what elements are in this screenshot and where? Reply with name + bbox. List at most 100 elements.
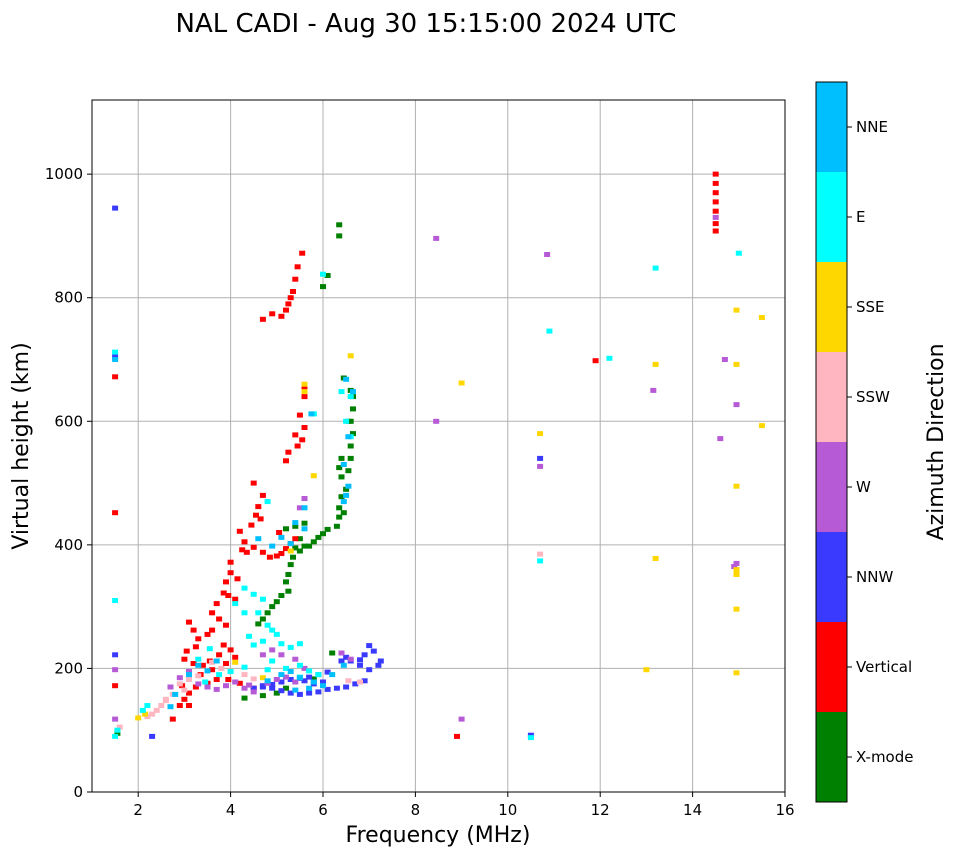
data-point xyxy=(345,434,352,440)
data-point xyxy=(366,643,373,649)
data-point xyxy=(347,394,354,400)
data-point xyxy=(287,295,294,301)
data-point xyxy=(336,222,343,228)
data-point xyxy=(454,733,460,739)
data-point xyxy=(433,418,440,424)
data-point xyxy=(209,627,216,633)
series-sse xyxy=(135,307,765,721)
x-tick-label: 4 xyxy=(226,801,236,819)
data-point xyxy=(278,551,285,556)
data-point xyxy=(345,468,352,474)
series-w xyxy=(112,214,740,722)
data-point xyxy=(292,536,299,542)
data-point xyxy=(112,349,119,355)
data-point xyxy=(733,606,740,612)
data-point xyxy=(250,642,257,648)
data-point xyxy=(259,596,266,602)
data-point xyxy=(241,695,248,701)
data-point xyxy=(241,664,248,670)
data-point xyxy=(285,572,292,577)
data-point xyxy=(285,301,292,307)
data-point xyxy=(259,683,266,689)
data-point xyxy=(243,549,250,555)
data-point xyxy=(343,418,350,424)
data-point xyxy=(213,601,220,607)
data-point xyxy=(209,610,216,616)
data-point xyxy=(296,675,303,681)
data-point xyxy=(246,633,253,639)
data-point xyxy=(169,716,176,722)
data-point xyxy=(257,516,264,522)
data-point xyxy=(112,374,119,380)
data-point xyxy=(292,679,299,685)
data-point xyxy=(606,355,613,361)
data-point xyxy=(345,678,352,684)
data-point xyxy=(209,667,216,673)
data-point xyxy=(204,684,211,690)
data-point xyxy=(259,316,266,322)
data-point xyxy=(112,598,119,603)
data-point xyxy=(269,685,276,691)
data-point xyxy=(158,703,165,708)
data-point xyxy=(287,548,294,554)
series-ssw xyxy=(116,551,544,730)
x-tick-label: 12 xyxy=(591,801,610,819)
data-point xyxy=(735,250,742,256)
data-point xyxy=(361,652,368,658)
data-point xyxy=(306,685,313,691)
data-point xyxy=(350,431,356,437)
data-point xyxy=(324,526,331,532)
data-point xyxy=(112,652,119,658)
data-point xyxy=(306,543,313,549)
data-point xyxy=(112,510,119,516)
data-point xyxy=(278,593,285,598)
data-point xyxy=(712,221,719,227)
data-point xyxy=(546,328,553,334)
data-point xyxy=(236,680,243,686)
colorbar-title: Azimuth Direction xyxy=(924,343,949,540)
data-point xyxy=(264,678,271,684)
data-point xyxy=(223,579,229,585)
data-point xyxy=(721,357,728,362)
data-point xyxy=(176,675,183,681)
data-point xyxy=(220,590,227,596)
data-point xyxy=(292,687,299,693)
data-point xyxy=(733,567,740,573)
data-point xyxy=(350,389,356,395)
data-point xyxy=(195,673,202,679)
data-point xyxy=(290,289,296,294)
data-point xyxy=(278,534,285,540)
data-point xyxy=(340,462,347,467)
data-point xyxy=(733,560,740,566)
data-point xyxy=(310,539,317,545)
x-tick-label: 14 xyxy=(683,801,702,819)
data-point xyxy=(278,652,285,658)
data-point xyxy=(153,707,160,713)
data-point xyxy=(149,733,156,739)
data-point xyxy=(206,646,213,652)
data-point xyxy=(232,654,239,660)
data-point xyxy=(269,647,276,653)
data-point xyxy=(324,273,331,278)
data-point xyxy=(227,669,234,674)
data-point xyxy=(253,512,259,518)
data-point xyxy=(283,674,289,680)
data-point xyxy=(264,499,271,505)
series-nnw xyxy=(112,205,544,739)
data-point xyxy=(176,681,183,687)
data-point xyxy=(301,665,308,671)
data-point xyxy=(232,596,239,602)
data-point xyxy=(227,559,234,565)
data-point xyxy=(264,667,271,673)
data-point xyxy=(167,684,174,690)
data-point xyxy=(283,665,289,671)
data-point xyxy=(223,683,229,689)
x-tick-label: 8 xyxy=(411,801,421,819)
data-point xyxy=(758,315,765,320)
data-point xyxy=(296,662,303,668)
data-point xyxy=(733,307,740,313)
data-point xyxy=(269,627,276,633)
data-point xyxy=(340,499,347,505)
data-point xyxy=(733,361,740,367)
data-point xyxy=(269,682,276,687)
